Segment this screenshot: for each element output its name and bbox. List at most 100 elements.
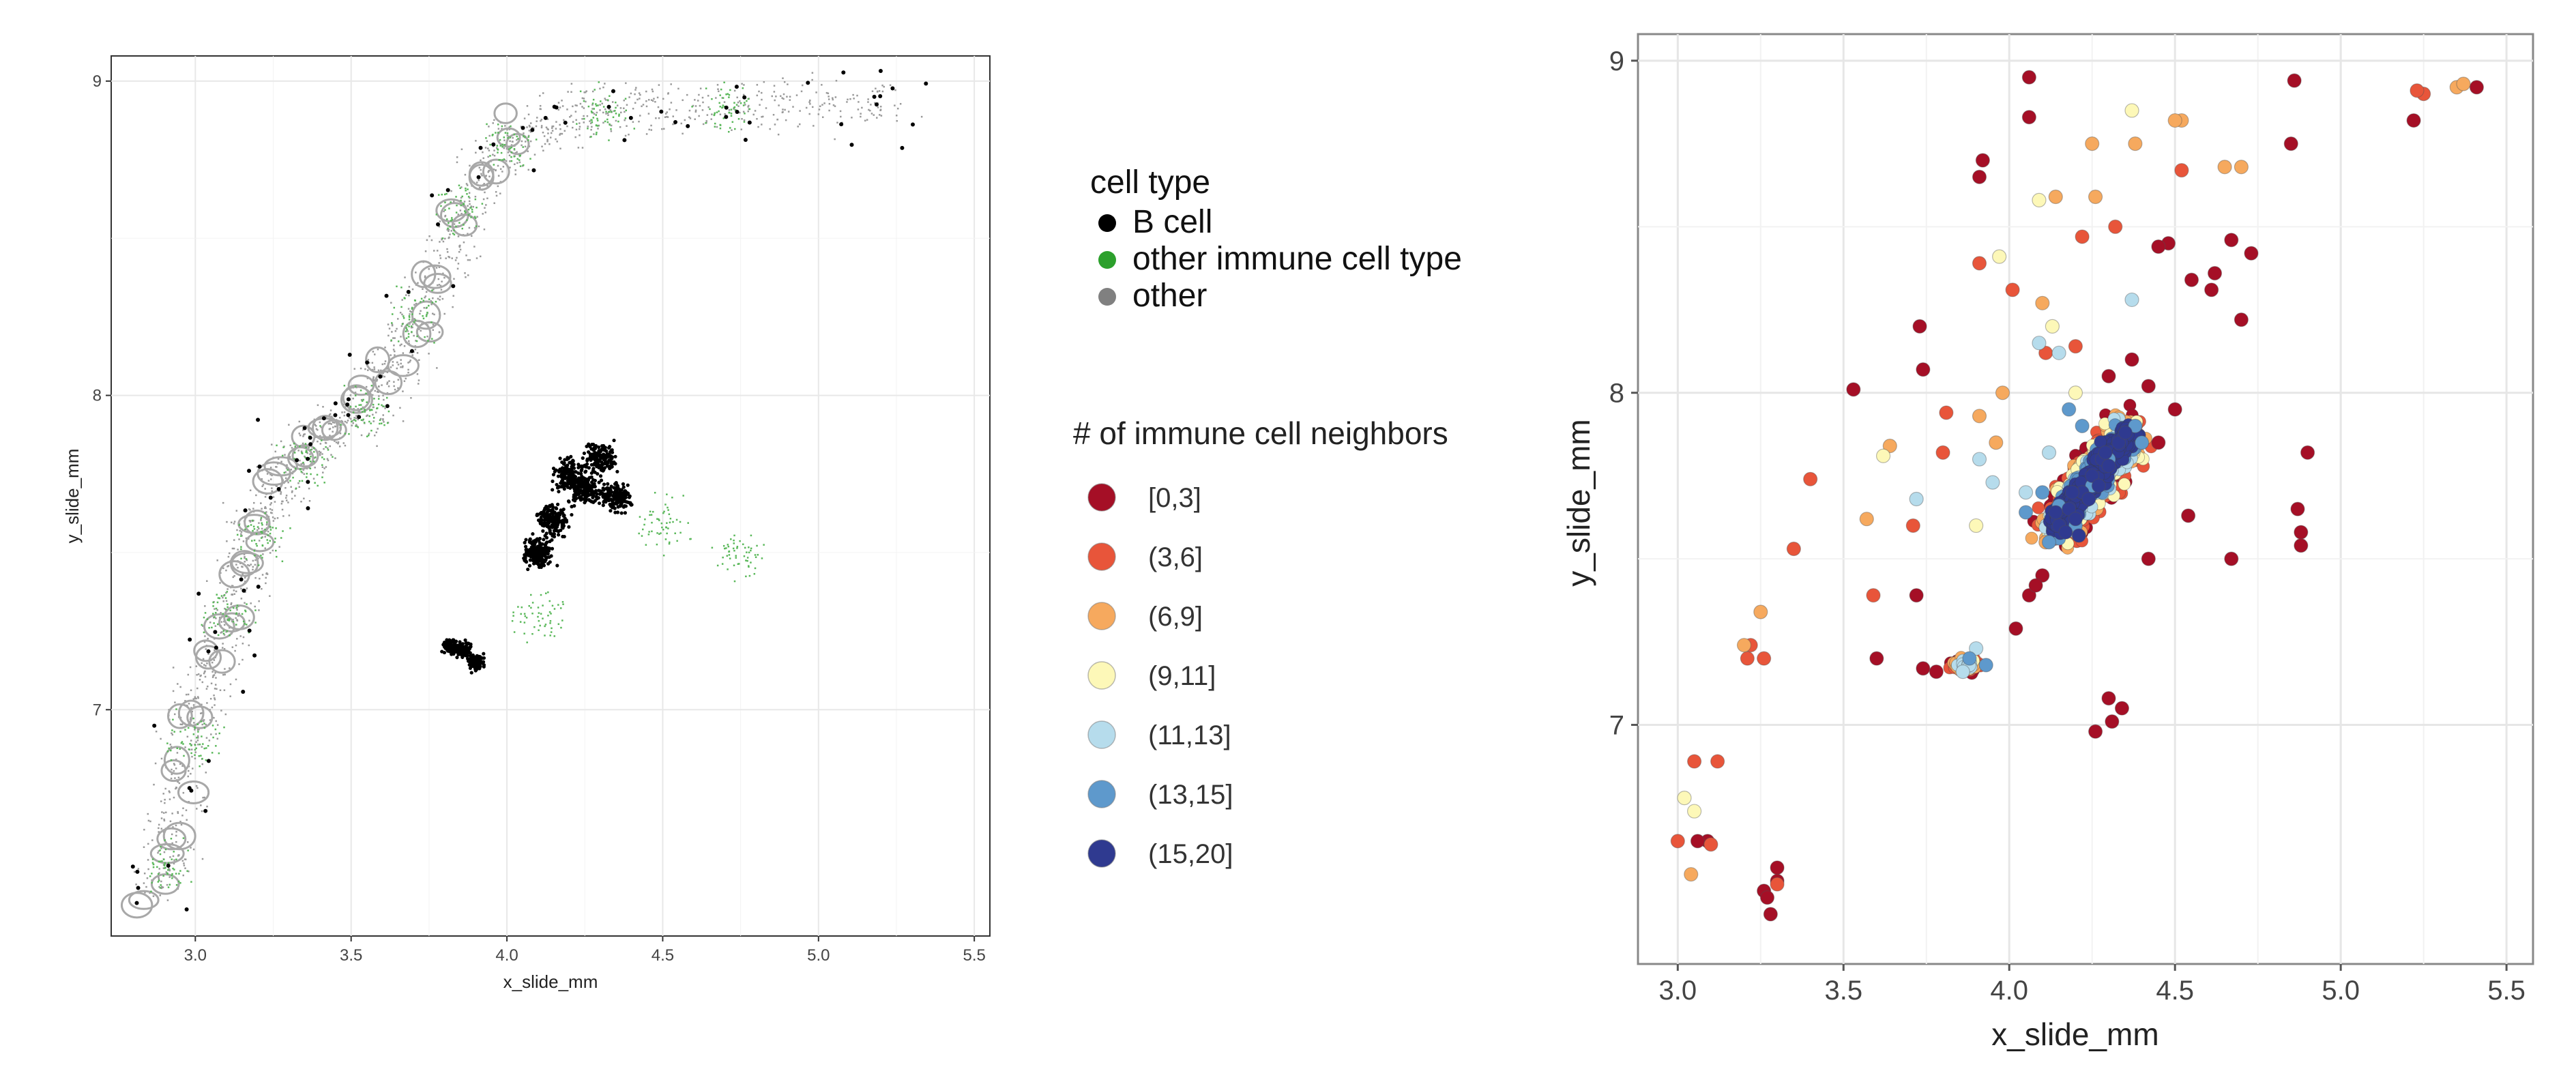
left-cell-point-other	[539, 95, 541, 97]
left-cell-point-other	[559, 128, 561, 130]
left-cell-point-immune	[648, 531, 650, 533]
left-cell-point-bcell	[529, 555, 533, 559]
left-crypt-ring	[312, 415, 339, 441]
left-cell-point-other	[383, 362, 386, 365]
left-cell-point-other	[626, 104, 628, 106]
left-cell-point-other	[625, 82, 627, 85]
left-cell-point-immune	[523, 135, 525, 137]
left-cell-point-immune	[151, 881, 153, 884]
left-cell-point-immune	[390, 339, 392, 342]
left-cell-point-bcell	[523, 540, 527, 545]
left-cell-point-other	[559, 132, 561, 135]
left-crypt-ring	[342, 384, 371, 411]
left-cell-point-immune	[200, 720, 203, 722]
left-cell-point-immune	[205, 759, 207, 761]
left-cell-point-immune	[662, 529, 664, 531]
left-cell-point-other	[382, 394, 384, 397]
left-cell-point-other	[525, 141, 527, 143]
left-cell-point-other	[179, 723, 182, 726]
left-cell-point-immune	[414, 319, 417, 321]
left-cell-point-other	[567, 91, 569, 93]
left-cell-point-immune	[497, 151, 499, 153]
left-cell-point-other	[158, 823, 160, 826]
left-cell-point-other	[624, 111, 626, 113]
left-cell-point-other	[407, 362, 409, 364]
left-cell-point-other	[380, 369, 382, 372]
left-cell-point-other	[274, 501, 276, 503]
left-cell-point-bcell	[570, 512, 574, 517]
left-cell-point-other	[227, 555, 230, 558]
left-cell-point-other	[493, 154, 496, 157]
left-cell-point-immune	[236, 533, 239, 536]
left-cell-point-immune	[306, 476, 308, 478]
left-cell-point-other	[873, 114, 875, 116]
left-cell-point-immune	[618, 113, 620, 116]
left-cell-point-other	[381, 374, 383, 377]
left-cell-point-other	[214, 684, 217, 686]
left-cell-point-other	[329, 413, 332, 415]
left-cell-point-other	[327, 459, 330, 462]
left-cell-point-bcell	[436, 222, 441, 226]
left-cell-point-bcell	[547, 526, 551, 530]
left-cell-point-immune	[669, 521, 671, 524]
left-cell-point-immune	[742, 543, 744, 546]
left-cell-point-other	[650, 124, 652, 127]
left-cell-point-other	[492, 153, 494, 156]
left-cell-point-other	[304, 433, 306, 435]
left-cell-point-bcell	[243, 508, 248, 513]
left-cell-point-other	[716, 84, 719, 86]
left-cell-point-bcell	[878, 69, 883, 74]
left-cell-point-immune	[733, 564, 735, 567]
left-cell-point-immune	[171, 858, 173, 860]
left-cell-point-bcell	[530, 549, 534, 553]
left-cell-point-immune	[424, 336, 426, 338]
left-cell-point-bcell	[595, 457, 599, 461]
left-cell-point-immune	[226, 619, 229, 622]
left-cell-point-other	[805, 106, 808, 109]
left-cell-point-other	[173, 763, 176, 766]
left-cell-point-immune	[365, 392, 367, 395]
left-cell-point-bcell	[559, 528, 563, 532]
left-cell-point-bcell	[541, 529, 545, 533]
left-cell-point-other	[334, 440, 336, 442]
left-cell-point-other	[197, 737, 199, 739]
left-cell-point-other	[779, 95, 782, 98]
left-cell-point-bcell	[615, 487, 619, 491]
right-legend-label: (9,11]	[1148, 661, 1216, 691]
left-cell-point-other	[173, 770, 175, 772]
left-cell-point-other	[328, 414, 331, 416]
left-cell-point-immune	[593, 108, 596, 110]
left-cell-point-immune	[305, 446, 307, 449]
left-cell-point-other	[563, 119, 565, 121]
left-cell-point-immune	[223, 726, 225, 729]
left-cell-point-other	[783, 81, 786, 83]
left-cell-point-immune	[431, 302, 434, 304]
left-cell-point-immune	[508, 148, 510, 150]
left-cell-point-other	[309, 453, 311, 455]
left-cell-point-bcell	[566, 463, 570, 467]
left-cell-point-other	[436, 250, 439, 252]
left-cell-point-immune	[151, 858, 154, 860]
left-cell-point-immune	[733, 549, 735, 552]
left-cell-point-other	[271, 509, 274, 511]
left-cell-point-bcell	[543, 548, 547, 552]
left-cell-point-bcell	[551, 533, 555, 538]
left-cell-point-other	[566, 108, 568, 111]
left-cell-point-immune	[544, 625, 546, 628]
left-cell-point-bcell	[574, 492, 578, 496]
left-cell-point-immune	[669, 541, 671, 544]
left-cell-point-other	[508, 154, 511, 157]
left-cell-point-other	[212, 675, 214, 677]
left-cell-point-other	[164, 787, 166, 790]
left-cell-point-bcell	[562, 534, 566, 539]
left-cell-point-immune	[358, 404, 360, 406]
left-cell-point-immune	[722, 117, 725, 119]
left-cell-point-other	[279, 490, 282, 492]
left-cell-point-other	[626, 125, 628, 127]
left-cell-point-other	[604, 83, 606, 85]
left-cell-point-other	[264, 506, 267, 508]
left-cell-point-other	[301, 471, 304, 474]
left-cell-point-other	[424, 275, 426, 278]
left-cell-point-other	[278, 490, 280, 493]
left-cell-point-bcell	[583, 470, 587, 474]
